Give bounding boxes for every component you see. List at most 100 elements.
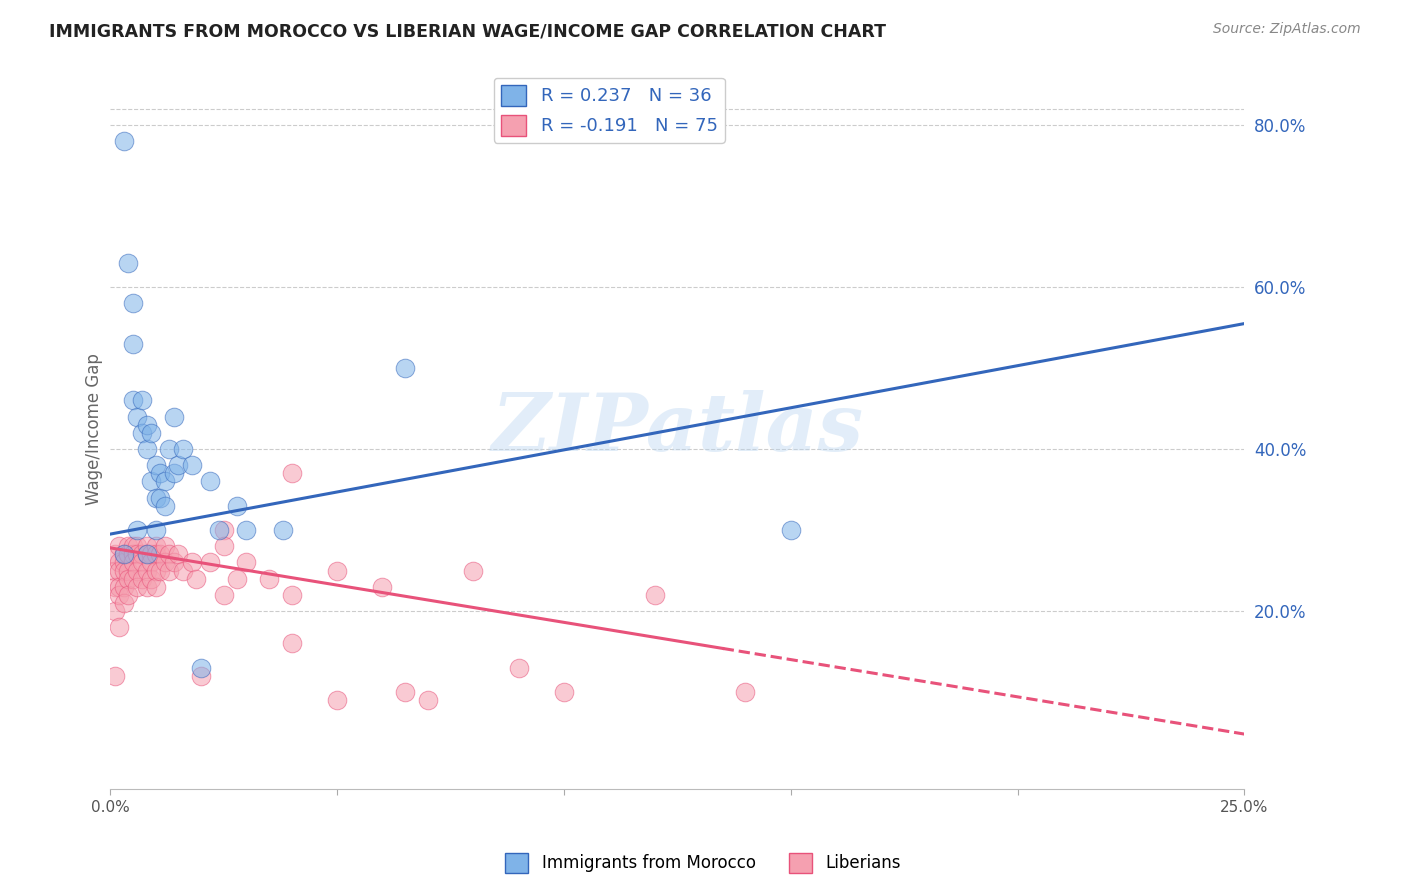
Point	[117, 256, 139, 270]
Point	[131, 425, 153, 440]
Point	[157, 442, 180, 456]
Point	[112, 596, 135, 610]
Legend: Immigrants from Morocco, Liberians: Immigrants from Morocco, Liberians	[498, 847, 908, 880]
Point	[122, 547, 145, 561]
Point	[180, 458, 202, 473]
Point	[127, 539, 149, 553]
Point	[226, 499, 249, 513]
Point	[139, 425, 162, 440]
Point	[145, 523, 167, 537]
Point	[112, 547, 135, 561]
Point	[153, 475, 176, 489]
Point	[371, 580, 394, 594]
Point	[145, 491, 167, 505]
Point	[212, 588, 235, 602]
Point	[104, 580, 127, 594]
Point	[280, 467, 302, 481]
Point	[416, 693, 439, 707]
Point	[127, 564, 149, 578]
Point	[553, 685, 575, 699]
Point	[127, 523, 149, 537]
Point	[153, 539, 176, 553]
Point	[163, 409, 186, 424]
Point	[117, 539, 139, 553]
Point	[145, 539, 167, 553]
Point	[149, 491, 172, 505]
Point	[112, 547, 135, 561]
Point	[235, 556, 257, 570]
Point	[153, 499, 176, 513]
Point	[212, 523, 235, 537]
Point	[198, 556, 221, 570]
Point	[117, 572, 139, 586]
Point	[394, 361, 416, 376]
Point	[167, 458, 190, 473]
Point	[145, 547, 167, 561]
Point	[122, 393, 145, 408]
Point	[149, 564, 172, 578]
Point	[190, 661, 212, 675]
Point	[212, 539, 235, 553]
Point	[280, 636, 302, 650]
Point	[172, 442, 194, 456]
Point	[139, 547, 162, 561]
Y-axis label: Wage/Income Gap: Wage/Income Gap	[86, 353, 103, 505]
Point	[108, 580, 131, 594]
Point	[157, 564, 180, 578]
Point	[508, 661, 530, 675]
Point	[112, 135, 135, 149]
Point	[149, 547, 172, 561]
Point	[157, 547, 180, 561]
Point	[117, 547, 139, 561]
Point	[127, 580, 149, 594]
Point	[131, 572, 153, 586]
Point	[108, 539, 131, 553]
Point	[122, 296, 145, 310]
Point	[149, 467, 172, 481]
Point	[734, 685, 756, 699]
Point	[104, 564, 127, 578]
Point	[180, 556, 202, 570]
Point	[122, 556, 145, 570]
Point	[127, 547, 149, 561]
Point	[135, 417, 157, 432]
Point	[131, 556, 153, 570]
Point	[394, 685, 416, 699]
Point	[112, 556, 135, 570]
Point	[135, 580, 157, 594]
Point	[779, 523, 801, 537]
Point	[186, 572, 208, 586]
Point	[104, 604, 127, 618]
Point	[135, 539, 157, 553]
Point	[139, 572, 162, 586]
Point	[198, 475, 221, 489]
Legend: R = 0.237   N = 36, R = -0.191   N = 75: R = 0.237 N = 36, R = -0.191 N = 75	[494, 78, 725, 143]
Point	[108, 556, 131, 570]
Point	[326, 693, 349, 707]
Point	[108, 588, 131, 602]
Point	[145, 458, 167, 473]
Point	[190, 669, 212, 683]
Point	[644, 588, 666, 602]
Point	[257, 572, 280, 586]
Point	[108, 620, 131, 634]
Point	[131, 393, 153, 408]
Point	[122, 539, 145, 553]
Point	[112, 564, 135, 578]
Point	[117, 564, 139, 578]
Point	[127, 409, 149, 424]
Point	[145, 580, 167, 594]
Point	[122, 572, 145, 586]
Point	[112, 580, 135, 594]
Point	[104, 669, 127, 683]
Point	[139, 556, 162, 570]
Point	[326, 564, 349, 578]
Point	[104, 547, 127, 561]
Point	[226, 572, 249, 586]
Point	[135, 547, 157, 561]
Point	[135, 547, 157, 561]
Point	[271, 523, 294, 537]
Text: IMMIGRANTS FROM MOROCCO VS LIBERIAN WAGE/INCOME GAP CORRELATION CHART: IMMIGRANTS FROM MOROCCO VS LIBERIAN WAGE…	[49, 22, 886, 40]
Text: Source: ZipAtlas.com: Source: ZipAtlas.com	[1213, 22, 1361, 37]
Point	[163, 556, 186, 570]
